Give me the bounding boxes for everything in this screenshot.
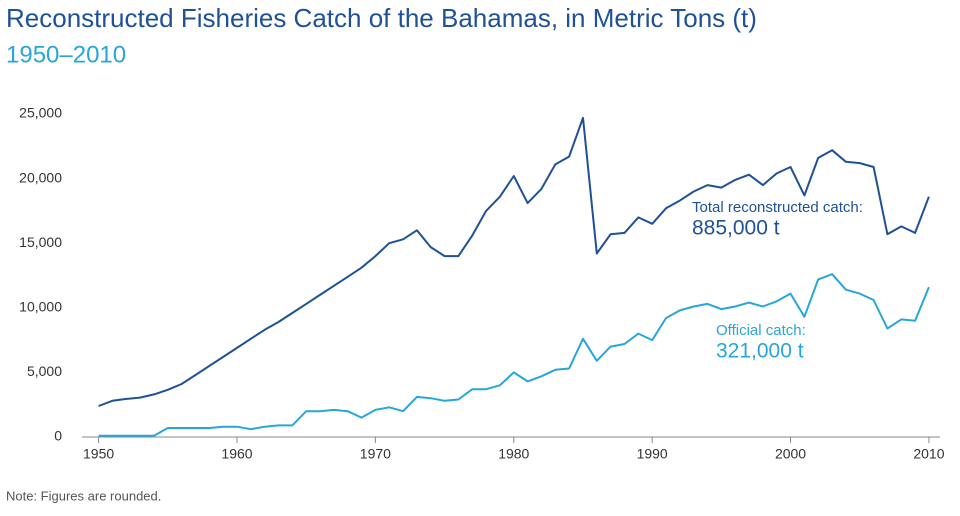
y-tick-label: 5,000	[27, 363, 62, 379]
y-tick-label: 10,000	[19, 299, 62, 315]
chart-subtitle: 1950–2010	[6, 41, 126, 68]
annotation: Total reconstructed catch:	[692, 199, 863, 216]
y-tick-label: 25,000	[19, 105, 62, 121]
annotation: Official catch:	[716, 322, 806, 339]
x-tick-label: 2000	[775, 446, 806, 462]
note: Note: Figures are rounded.	[6, 488, 161, 503]
series-line	[98, 273, 930, 437]
chart-title: Reconstructed Fisheries Catch of the Bah…	[6, 3, 757, 33]
series-line	[98, 116, 930, 407]
x-tick-label: 1950	[83, 446, 114, 462]
x-tick-label: 1970	[360, 446, 391, 462]
y-tick-label: 15,000	[19, 234, 62, 250]
x-tick-label: 1980	[498, 446, 529, 462]
annotation: 321,000 t	[716, 340, 804, 363]
x-tick-label: 1990	[637, 446, 668, 462]
y-tick-label: 0	[54, 428, 62, 444]
y-tick-label: 20,000	[19, 169, 62, 185]
x-tick-label: 2010	[913, 446, 944, 462]
annotation: 885,000 t	[692, 217, 780, 240]
x-tick-label: 1960	[221, 446, 252, 462]
